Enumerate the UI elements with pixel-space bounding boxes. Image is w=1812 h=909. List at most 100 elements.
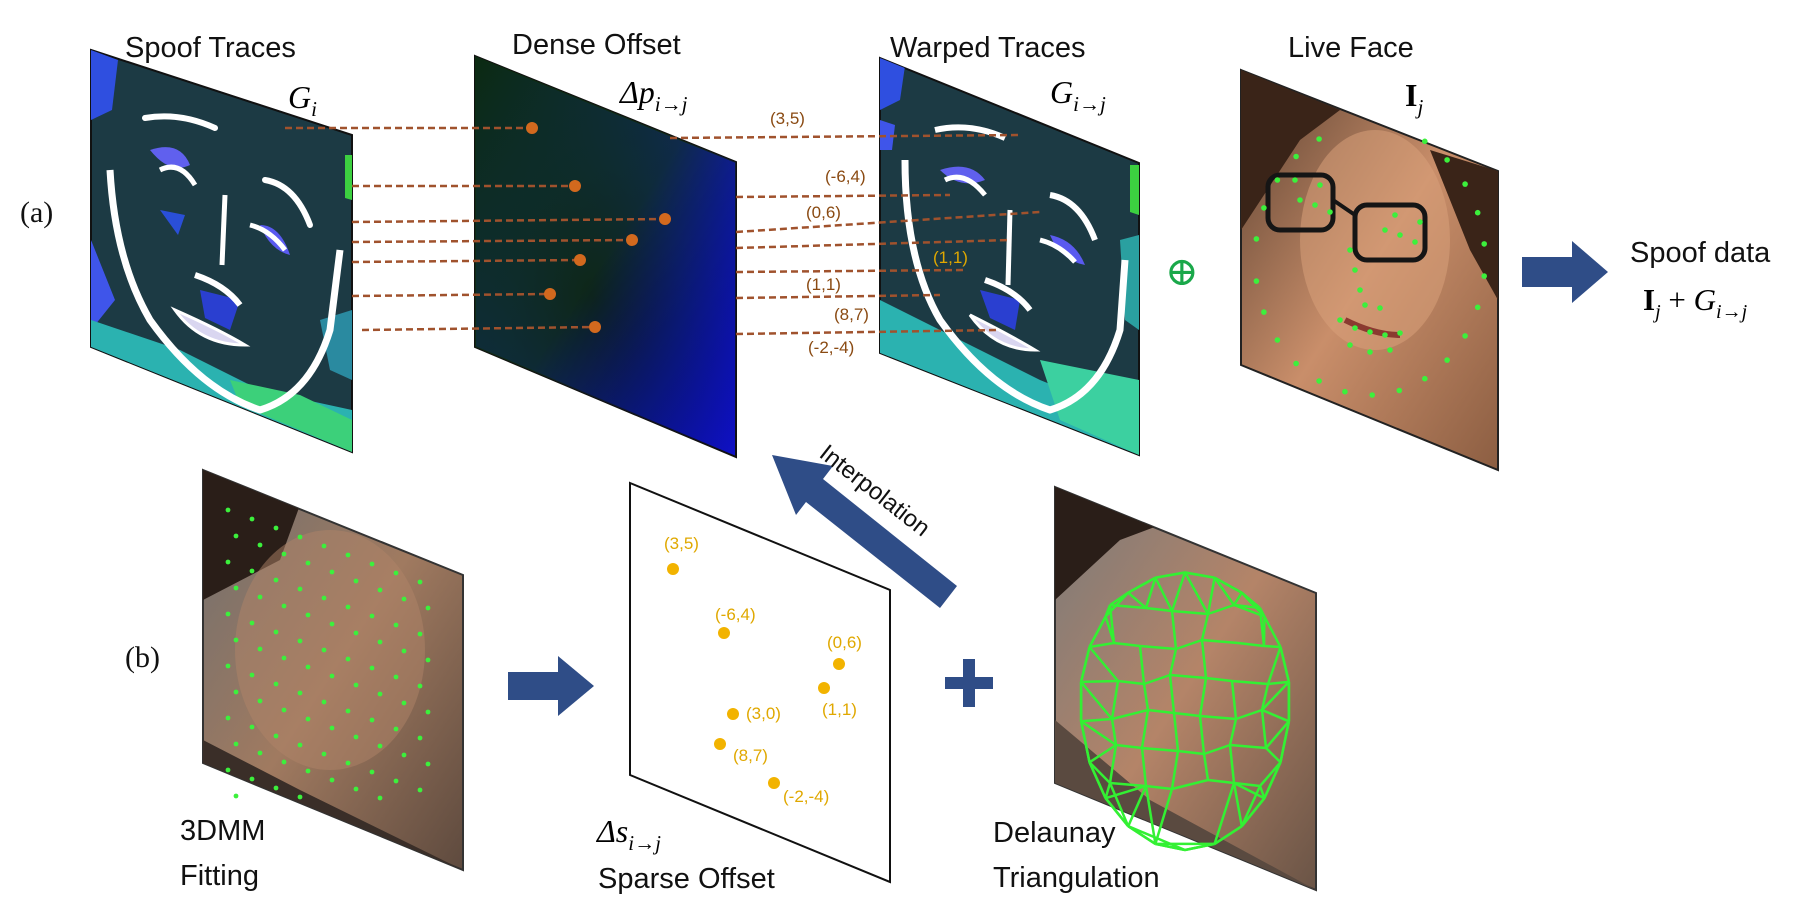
spoof-data-formula: Ij + Gi→j: [1643, 282, 1748, 323]
landmark-dot: [1254, 278, 1260, 284]
landmark-dot: [1362, 302, 1368, 308]
landmark-dot: [426, 710, 431, 715]
landmark-dot: [1357, 287, 1363, 293]
landmark-dot: [298, 535, 303, 540]
landmark-dot: [418, 580, 423, 585]
landmark-dot: [378, 744, 383, 749]
landmark-dot: [1397, 232, 1403, 238]
landmark-dot: [1317, 182, 1323, 188]
landmark-dot: [1412, 239, 1418, 245]
landmark-dot: [226, 612, 231, 617]
landmark-dot: [1387, 347, 1393, 353]
landmark-dot: [1392, 212, 1398, 218]
warped-traces-panel: [880, 58, 1139, 455]
coord-label: (3,5): [770, 109, 805, 128]
landmark-dot: [1352, 325, 1358, 331]
landmark-dot: [1369, 392, 1375, 398]
landmark-dot: [394, 779, 399, 784]
landmark-dot: [322, 544, 327, 549]
landmark-dot: [306, 665, 311, 670]
landmark-dot: [274, 682, 279, 687]
landmark-dot: [234, 690, 239, 695]
landmark-dot: [1422, 376, 1428, 382]
landmark-dot: [1475, 210, 1481, 216]
warped-traces-symbol: Gi→j: [1050, 74, 1106, 116]
landmark-dot: [1342, 389, 1348, 395]
landmark-dot: [234, 534, 239, 539]
landmark-dot: [394, 623, 399, 628]
landmark-dot: [402, 753, 407, 758]
landmark-dot: [274, 786, 279, 791]
landmark-dot: [394, 727, 399, 732]
landmark-dot: [274, 526, 279, 531]
landmark-dot: [1254, 236, 1260, 242]
landmark-dot: [226, 768, 231, 773]
landmark-dot: [370, 718, 375, 723]
warped-traces-title: Warped Traces: [890, 32, 1086, 64]
landmark-dot: [282, 552, 287, 557]
landmark-dot: [346, 553, 351, 558]
landmark-dot: [226, 508, 231, 513]
landmark-dot: [1292, 177, 1298, 183]
landmark-dot: [306, 717, 311, 722]
landmark-dot: [1293, 154, 1299, 160]
landmark-dot: [330, 726, 335, 731]
landmark-dot: [1347, 247, 1353, 253]
output-arrow: [1522, 241, 1608, 303]
landmark-dot: [1367, 349, 1373, 355]
landmark-dot: [1275, 337, 1281, 343]
landmark-dot: [226, 716, 231, 721]
landmark-dot: [1367, 329, 1373, 335]
landmark-dot: [250, 725, 255, 730]
landmark-dot: [1397, 388, 1403, 394]
landmark-dot: [354, 683, 359, 688]
landmark-dot: [394, 675, 399, 680]
landmark-dot: [370, 770, 375, 775]
live-face-panel: [1241, 70, 1498, 470]
landmark-dot: [1297, 197, 1303, 203]
landmark-dot: [274, 578, 279, 583]
landmark-dot: [306, 769, 311, 774]
spoof-data-title: Spoof data: [1630, 237, 1771, 269]
landmark-dot: [298, 691, 303, 696]
landmark-dot: [1444, 157, 1450, 163]
plus-icon: [945, 659, 993, 707]
landmark-dot: [250, 621, 255, 626]
coord-label: (1,1): [806, 275, 841, 294]
landmark-dot: [378, 692, 383, 697]
landmark-dot: [226, 560, 231, 565]
fitting-arrow: [508, 656, 594, 716]
landmark-dot: [1462, 333, 1468, 339]
landmark-dot: [1422, 139, 1428, 145]
delaunay-label-line2: Triangulation: [993, 862, 1160, 894]
landmark-dot: [426, 658, 431, 663]
landmark-dot: [322, 752, 327, 757]
landmark-dot: [258, 595, 263, 600]
landmark-dot: [322, 700, 327, 705]
landmark-dot: [426, 606, 431, 611]
landmark-dot: [258, 647, 263, 652]
landmark-dot: [1275, 177, 1281, 183]
landmark-dot: [426, 762, 431, 767]
landmark-dot: [370, 614, 375, 619]
landmark-dot: [234, 794, 239, 799]
sparse-point-label: (-6,4): [715, 605, 756, 624]
live-face-title: Live Face: [1288, 32, 1414, 64]
landmark-dot: [402, 701, 407, 706]
landmark-dot: [1444, 357, 1450, 363]
landmark-dot: [354, 787, 359, 792]
landmark-dot: [1312, 202, 1318, 208]
landmark-dot: [330, 622, 335, 627]
landmark-dot: [234, 638, 239, 643]
coord-label: (-6,4): [825, 167, 866, 186]
landmark-dot: [370, 666, 375, 671]
landmark-dot: [250, 517, 255, 522]
warped-highlight-label: (1,1): [933, 248, 968, 267]
landmark-dot: [282, 708, 287, 713]
landmark-dot: [298, 795, 303, 800]
landmark-dot: [402, 597, 407, 602]
oplus-symbol: ⊕: [1165, 249, 1199, 294]
landmark-dot: [1397, 330, 1403, 336]
landmark-dot: [234, 742, 239, 747]
